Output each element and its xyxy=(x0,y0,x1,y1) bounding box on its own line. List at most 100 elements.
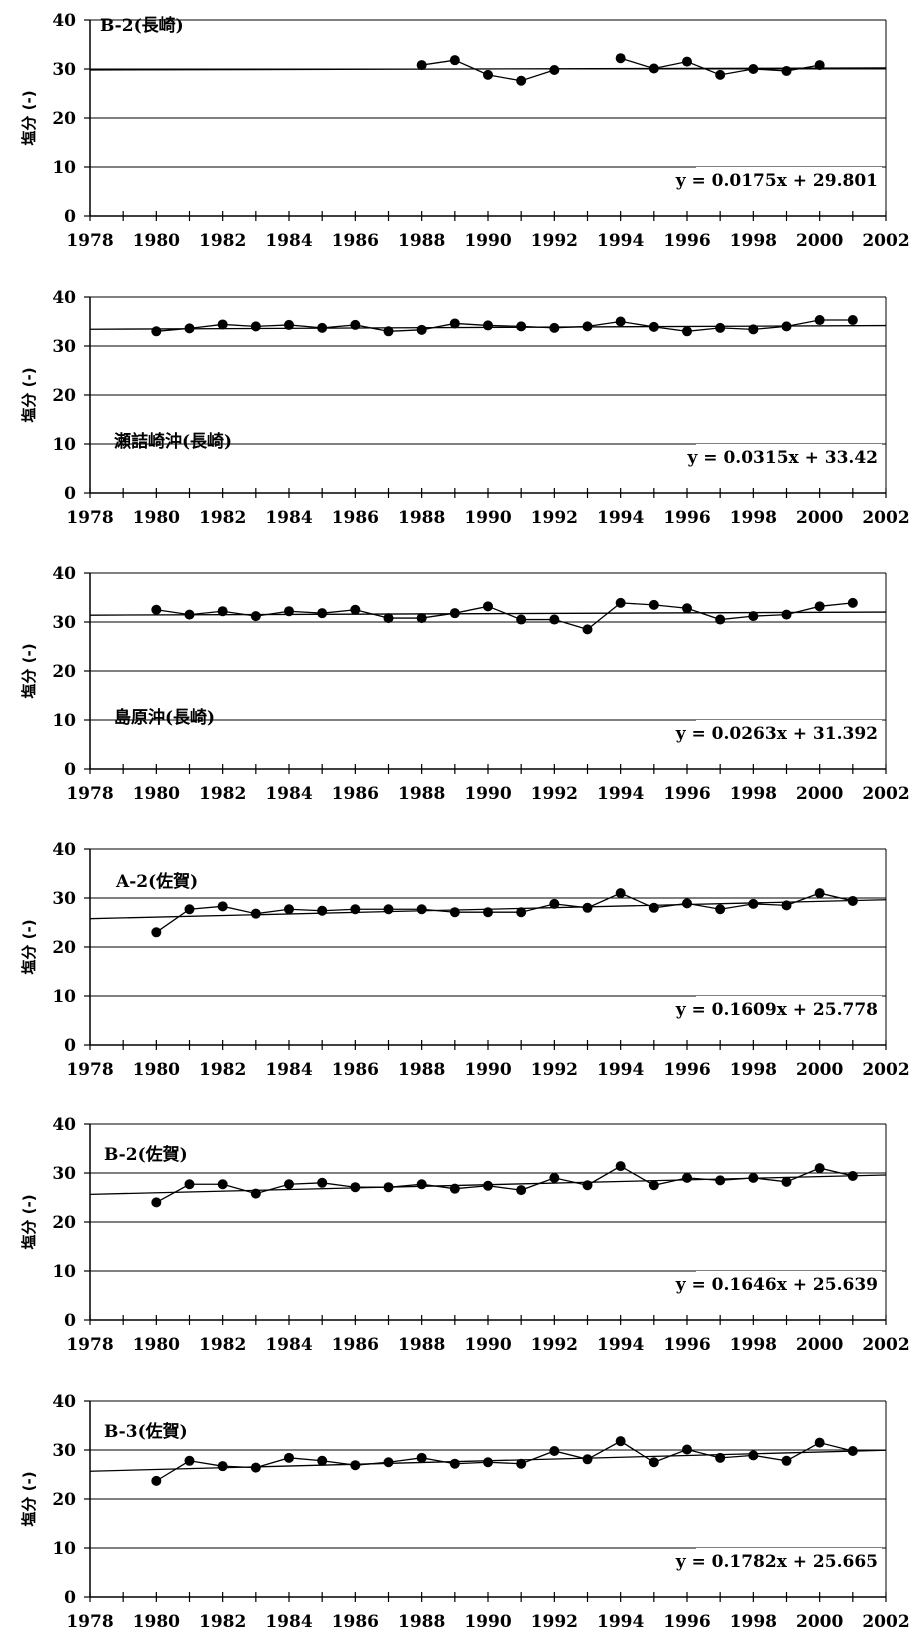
y-axis-label: 塩分 (-) xyxy=(20,1194,38,1249)
x-tick-label: 1994 xyxy=(597,231,644,251)
data-point xyxy=(648,599,659,610)
data-point xyxy=(748,324,759,335)
x-tick-label: 1978 xyxy=(66,784,113,804)
data-point xyxy=(648,63,659,74)
x-tick-label: 1988 xyxy=(398,784,445,804)
data-point xyxy=(715,1452,726,1463)
y-tick-label: 40 xyxy=(52,288,76,308)
data-point xyxy=(582,1180,593,1191)
chart-panel-5: 0 10 20 30 40 1978 1980 1982 1984 1986 1988 1990 199… xyxy=(20,1115,910,1355)
data-point xyxy=(781,609,792,620)
data-point xyxy=(449,55,460,66)
data-point xyxy=(284,606,294,617)
x-tick-label: 1984 xyxy=(265,231,312,251)
data-point xyxy=(350,319,361,330)
data-point xyxy=(350,1460,361,1471)
data-point xyxy=(151,326,162,337)
x-tick-label: 1984 xyxy=(265,1335,312,1355)
y-tick-label: 40 xyxy=(52,11,76,31)
series-line xyxy=(156,602,853,631)
x-tick-label: 1978 xyxy=(66,1612,113,1632)
x-tick-label: 1996 xyxy=(663,1612,710,1632)
data-point xyxy=(549,322,560,333)
data-point xyxy=(449,318,460,329)
series-line xyxy=(155,1440,853,1482)
x-tick-label: 1998 xyxy=(730,231,777,251)
y-tick-label: 0 xyxy=(64,1036,76,1056)
chart-panel-6: 0 10 20 30 40 1978 1980 1982 1984 1986 1988 1990 199… xyxy=(20,1392,910,1632)
data-point xyxy=(715,69,726,80)
x-tick-label: 1988 xyxy=(398,1612,445,1632)
data-point xyxy=(615,53,626,64)
y-tick-label: 40 xyxy=(52,1392,76,1412)
x-tick-label: 1982 xyxy=(199,231,246,251)
chart-panel-1: 0 10 20 30 40 1978 1980 1982 1984 1986 1988 1990 199… xyxy=(20,11,910,251)
data-point xyxy=(416,1179,427,1190)
data-point xyxy=(250,908,261,919)
data-point xyxy=(250,611,261,622)
data-point xyxy=(682,1444,692,1455)
data-point xyxy=(748,1172,759,1183)
y-tick-label: 30 xyxy=(52,613,76,633)
data-point xyxy=(217,319,228,330)
data-point xyxy=(184,904,195,915)
data-point xyxy=(449,907,460,918)
data-point xyxy=(682,898,692,909)
data-point xyxy=(516,75,527,86)
y-tick-label: 0 xyxy=(64,1588,76,1608)
data-point xyxy=(483,1457,493,1468)
data-point xyxy=(416,1452,427,1463)
data-point xyxy=(582,624,593,635)
data-point xyxy=(615,1436,626,1447)
data-point xyxy=(549,898,560,909)
y-tick-label: 10 xyxy=(52,1262,76,1282)
data-point xyxy=(416,904,427,915)
x-tick-label: 1998 xyxy=(730,1612,777,1632)
data-point xyxy=(449,1458,460,1469)
station-label: B-2(長崎) xyxy=(100,15,184,36)
x-tick-label: 1986 xyxy=(332,1335,379,1355)
x-tick-label: 1984 xyxy=(265,508,312,528)
data-point xyxy=(317,905,328,916)
data-point xyxy=(184,323,195,334)
data-point xyxy=(151,1475,162,1486)
y-tick-label: 30 xyxy=(52,1441,76,1461)
data-point xyxy=(814,60,825,71)
y-tick-label: 40 xyxy=(52,564,76,584)
data-point xyxy=(781,321,792,332)
data-point xyxy=(516,1185,527,1196)
data-point xyxy=(217,1179,228,1190)
y-tick-label: 10 xyxy=(52,158,76,178)
x-tick-label: 1994 xyxy=(597,508,644,528)
y-tick-label: 0 xyxy=(64,760,76,780)
x-tick-label: 1994 xyxy=(597,1335,644,1355)
y-tick-label: 20 xyxy=(52,662,76,682)
x-tick-label: 2002 xyxy=(862,231,909,251)
equation-background xyxy=(696,720,882,746)
x-tick-label: 2000 xyxy=(796,231,843,251)
x-tick-label: 1996 xyxy=(663,1060,710,1080)
x-tick-label: 1982 xyxy=(199,1060,246,1080)
x-tick-label: 1998 xyxy=(730,1335,777,1355)
x-tick-label: 1980 xyxy=(133,508,180,528)
x-tick-label: 1988 xyxy=(398,231,445,251)
x-tick-label: 2002 xyxy=(862,1060,909,1080)
x-tick-label: 1992 xyxy=(531,784,578,804)
x-tick-label: 1986 xyxy=(332,784,379,804)
x-tick-label: 1986 xyxy=(332,231,379,251)
x-tick-label: 2000 xyxy=(796,1612,843,1632)
data-point xyxy=(284,904,294,915)
x-tick-label: 1990 xyxy=(464,784,511,804)
data-point xyxy=(350,1182,361,1193)
x-tick-label: 1978 xyxy=(66,1060,113,1080)
data-point xyxy=(449,1183,460,1194)
x-tick-label: 1986 xyxy=(332,1612,379,1632)
data-point xyxy=(615,888,626,899)
y-tick-label: 20 xyxy=(52,1213,76,1233)
x-tick-label: 2002 xyxy=(862,784,909,804)
y-tick-label: 40 xyxy=(52,840,76,860)
y-tick-label: 30 xyxy=(52,337,76,357)
y-tick-label: 10 xyxy=(52,1539,76,1559)
x-tick-label: 1994 xyxy=(597,1060,644,1080)
data-point xyxy=(847,315,858,326)
